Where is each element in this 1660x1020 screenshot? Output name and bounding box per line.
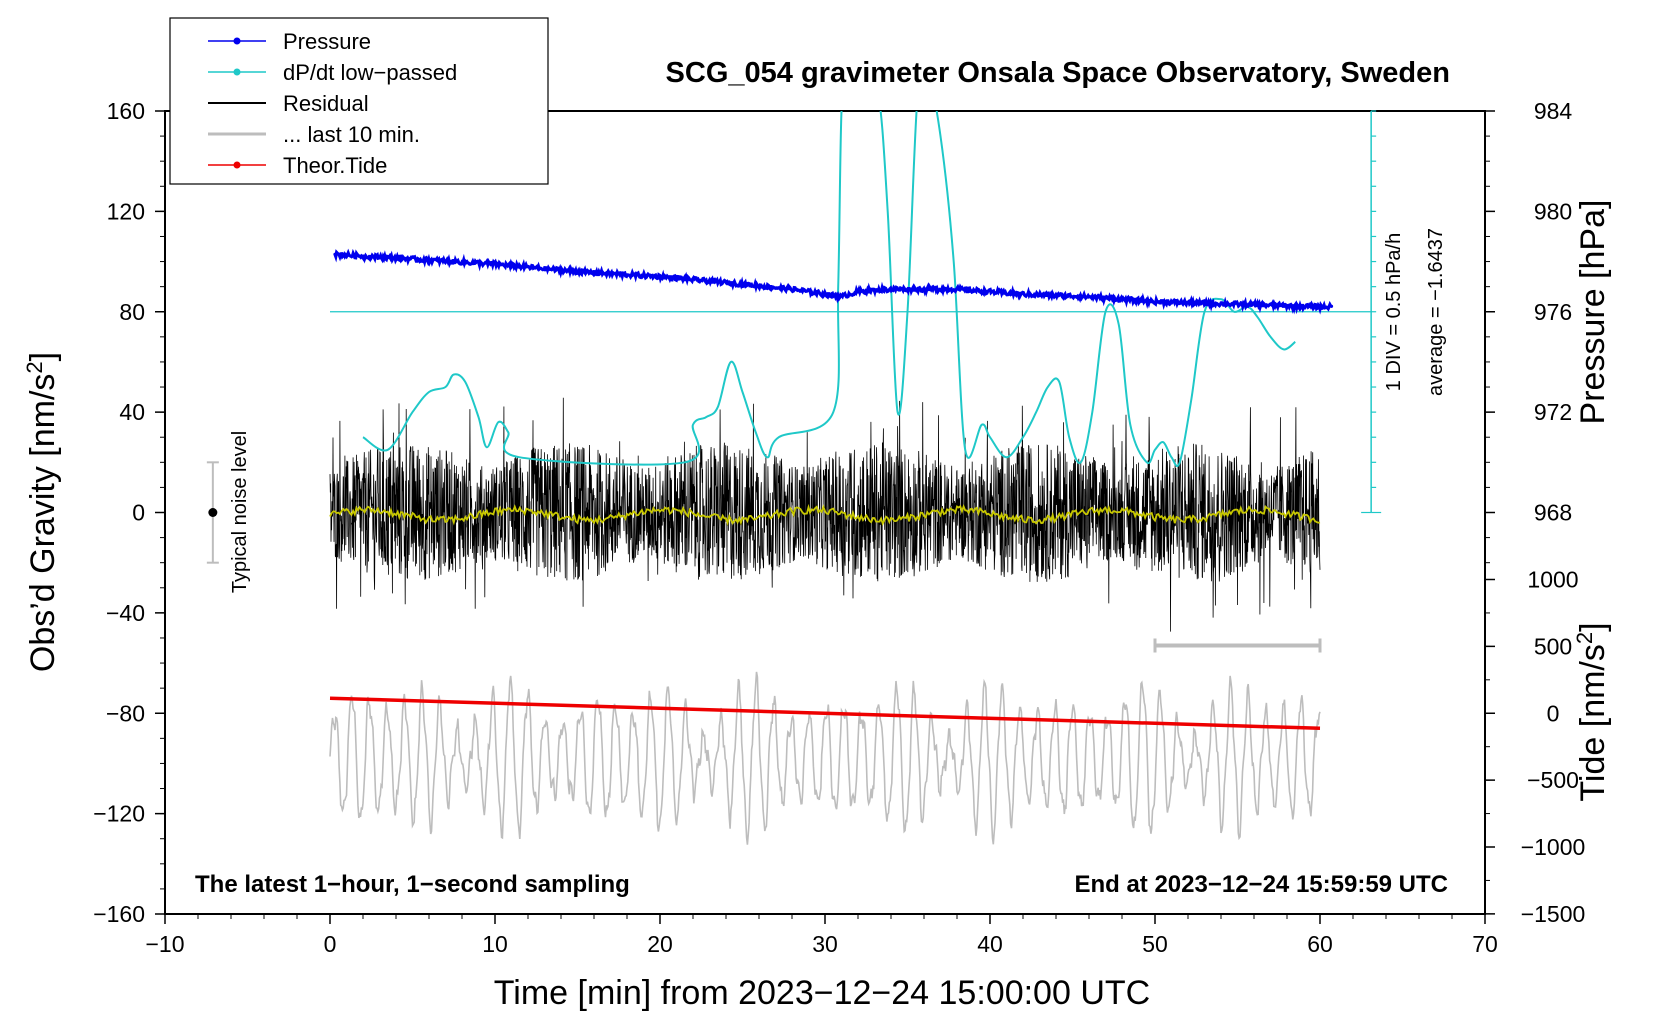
y-tick-label: −160 — [93, 901, 145, 927]
y-tick-label: 40 — [119, 399, 145, 425]
noise-level-label: Typical noise level — [229, 431, 251, 593]
tide-tick-label: −1500 — [1521, 901, 1586, 927]
y-tick-label: 80 — [119, 299, 145, 325]
y-tick-label: 160 — [107, 98, 145, 124]
y-axis-title-gravity: Obs’d Gravity [nm/s2] — [22, 352, 63, 672]
x-tick-label: −10 — [145, 931, 184, 957]
series-residual-smoothed-line — [329, 503, 1321, 527]
legend-marker-dpdt — [233, 68, 241, 76]
x-tick-label: 10 — [482, 931, 508, 957]
y-tick-label: 120 — [107, 198, 145, 224]
sampling-annotation: The latest 1−hour, 1−second sampling — [195, 871, 630, 898]
y-tick-label: −120 — [93, 801, 145, 827]
dpdt-scale-label: 1 DIV = 0.5 hPa/h — [1383, 233, 1405, 391]
y-tick-label: 0 — [132, 500, 145, 526]
pressure-tick-label: 980 — [1534, 198, 1572, 224]
x-tick-label: 50 — [1142, 931, 1168, 957]
legend-box — [169, 17, 549, 185]
tide-tick-label: 500 — [1534, 633, 1572, 659]
end-time-annotation: End at 2023−12−24 15:59:59 UTC — [1074, 871, 1448, 898]
y-tick-label: −80 — [106, 700, 145, 726]
y-axis-title-pressure: Pressure [hPa] — [1574, 200, 1612, 425]
series-pressure-line — [333, 248, 1334, 315]
x-tick-label: 30 — [812, 931, 838, 957]
noise-dot — [208, 508, 218, 517]
y-axis-title-tide: Tide [nm/s2] — [1572, 622, 1613, 801]
series-last10-line — [329, 671, 1321, 845]
legend-label-pressure: Pressure — [283, 29, 371, 54]
x-tick-label: 40 — [977, 931, 1003, 957]
legend: Pressure dP/dt low−passed Residual ... l… — [169, 17, 549, 185]
x-tick-label: 0 — [324, 931, 337, 957]
series-layer — [329, 111, 1372, 845]
x-tick-label: 20 — [647, 931, 673, 957]
pressure-tick-label: 968 — [1534, 500, 1572, 526]
legend-label-residual: Residual — [283, 91, 369, 116]
tide-tick-label: 1000 — [1527, 567, 1578, 593]
tide-tick-label: −500 — [1527, 767, 1579, 793]
legend-label-tide: Theor.Tide — [283, 153, 387, 178]
pressure-tick-label: 984 — [1534, 98, 1573, 124]
x-axis-title: Time [min] from 2023−12−24 15:00:00 UTC — [494, 974, 1150, 1012]
x-tick-label: 70 — [1472, 931, 1498, 957]
legend-marker-tide — [233, 161, 241, 169]
y-tick-label: −40 — [106, 600, 145, 626]
chart-title: SCG_054 gravimeter Onsala Space Observat… — [666, 57, 1450, 89]
pressure-tick-label: 976 — [1534, 299, 1572, 325]
series-dpdt-line — [362, 111, 1296, 468]
pressure-tick-label: 972 — [1534, 399, 1572, 425]
legend-label-last10: ... last 10 min. — [283, 122, 420, 147]
dpdt-average-label: average = −1.6437 — [1425, 228, 1447, 396]
legend-label-dpdt: dP/dt low−passed — [283, 60, 457, 85]
series-residual-line — [329, 397, 1321, 632]
series-tide-line — [329, 696, 1321, 731]
x-tick-label: 60 — [1307, 931, 1333, 957]
legend-marker-pressure — [233, 37, 241, 45]
axes-layer: −10 0 10 20 30 40 50 60 70 160 120 80 40 0 −40 −80 −120 −… — [93, 98, 1585, 957]
tide-tick-label: 0 — [1547, 700, 1560, 726]
tide-tick-label: −1000 — [1521, 834, 1586, 860]
